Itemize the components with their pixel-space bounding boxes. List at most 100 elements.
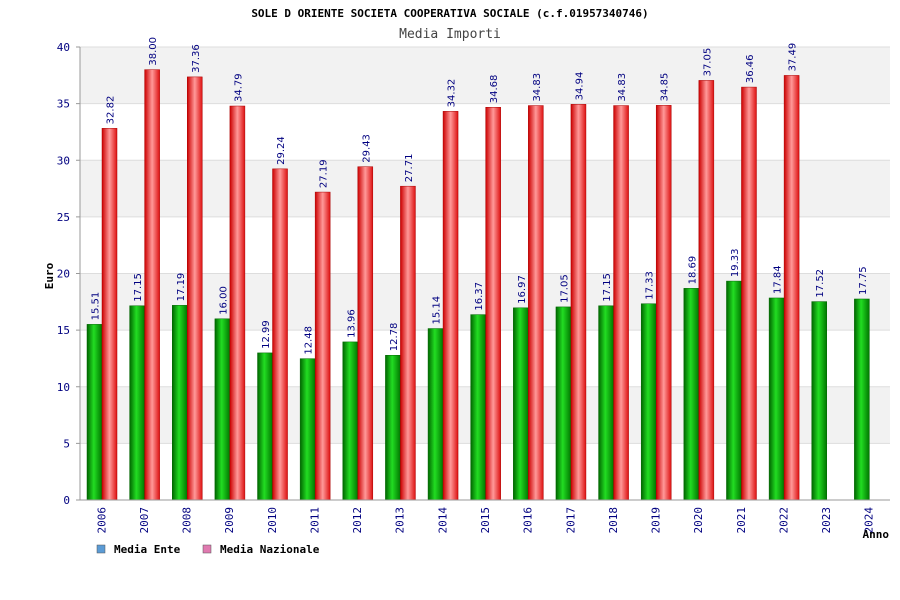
data-label: 37.36 bbox=[191, 44, 202, 73]
data-label: 37.49 bbox=[788, 43, 799, 72]
data-label: 34.83 bbox=[617, 73, 628, 102]
data-label: 34.94 bbox=[574, 72, 585, 101]
bar-media-nazionale-2016 bbox=[528, 105, 544, 501]
data-label: 12.78 bbox=[389, 323, 400, 352]
bar-media-nazionale-2009 bbox=[229, 105, 246, 501]
data-label: 29.24 bbox=[276, 136, 287, 165]
x-tick-label: 2010 bbox=[266, 507, 279, 534]
bar-media-nazionale-2019 bbox=[655, 105, 672, 501]
data-label: 32.82 bbox=[106, 96, 117, 125]
data-label: 34.79 bbox=[233, 73, 244, 102]
x-axis-label: Anno bbox=[863, 528, 890, 541]
bar-media-ente-2022 bbox=[768, 297, 785, 501]
data-label: 17.75 bbox=[858, 266, 869, 295]
bar-media-nazionale-2013 bbox=[400, 185, 416, 501]
bar-media-nazionale-2022 bbox=[783, 75, 800, 501]
data-label: 34.68 bbox=[489, 75, 500, 104]
legend-swatch-media-nazionale bbox=[202, 544, 212, 554]
bar-media-ente-2021 bbox=[726, 280, 742, 501]
bar-media-nazionale-2020 bbox=[698, 80, 715, 501]
bar-media-ente-2019 bbox=[640, 303, 657, 501]
x-tick-label: 2007 bbox=[138, 507, 151, 534]
y-tick-label: 10 bbox=[57, 381, 70, 394]
bar-media-ente-2007 bbox=[129, 305, 145, 501]
bar-media-ente-2011 bbox=[299, 358, 316, 501]
bar-media-ente-2014 bbox=[427, 328, 444, 501]
bar-media-ente-2010 bbox=[257, 352, 273, 501]
data-label: 17.84 bbox=[773, 265, 784, 294]
bar-media-nazionale-2008 bbox=[187, 76, 203, 501]
y-tick-label: 15 bbox=[57, 324, 70, 337]
legend: Media Ente Media Nazionale bbox=[96, 543, 320, 556]
x-tick-label: 2006 bbox=[95, 507, 108, 534]
data-label: 16.00 bbox=[218, 286, 229, 315]
y-axis-ticks: 0 5 10 15 20 25 30 35 40 bbox=[57, 41, 80, 507]
x-tick-label: 2009 bbox=[223, 507, 236, 534]
bar-media-nazionale-2007 bbox=[144, 69, 160, 501]
data-label: 15.14 bbox=[432, 296, 443, 325]
x-tick-label: 2023 bbox=[820, 507, 833, 534]
bar-media-ente-2024 bbox=[854, 298, 870, 501]
bar-media-ente-2006 bbox=[86, 324, 103, 501]
x-tick-label: 2011 bbox=[308, 507, 321, 534]
y-tick-label: 20 bbox=[57, 268, 70, 281]
bar-media-ente-2023 bbox=[811, 301, 827, 501]
x-tick-label: 2014 bbox=[436, 507, 449, 534]
x-tick-label: 2020 bbox=[692, 507, 705, 534]
x-tick-label: 2022 bbox=[777, 507, 790, 534]
data-label: 27.71 bbox=[404, 154, 415, 183]
bar-media-nazionale-2011 bbox=[314, 191, 331, 501]
x-tick-label: 2019 bbox=[650, 507, 663, 534]
bar-media-ente-2020 bbox=[683, 288, 700, 501]
bar-media-nazionale-2017 bbox=[570, 104, 587, 501]
data-label: 17.15 bbox=[602, 273, 613, 302]
x-tick-label: 2013 bbox=[394, 507, 407, 534]
x-tick-label: 2024 bbox=[863, 507, 876, 534]
data-label: 17.05 bbox=[559, 274, 570, 303]
y-tick-label: 30 bbox=[57, 154, 70, 167]
chart-subtitle: Media Importi bbox=[399, 27, 501, 42]
bar-media-nazionale-2018 bbox=[613, 105, 629, 501]
bar-media-ente-2017 bbox=[555, 306, 572, 501]
data-label: 15.51 bbox=[91, 292, 102, 321]
bar-media-nazionale-2010 bbox=[272, 168, 288, 501]
data-label: 16.97 bbox=[517, 275, 528, 304]
bar-media-ente-2008 bbox=[172, 305, 188, 501]
bar-media-ente-2018 bbox=[598, 305, 614, 501]
data-label: 19.33 bbox=[730, 248, 741, 277]
data-label: 13.96 bbox=[346, 309, 357, 338]
data-labels: 15.51 32.82 17.15 38.00 17.19 37.36 16.00 34.79… bbox=[91, 37, 869, 355]
data-label: 27.19 bbox=[319, 159, 330, 188]
bar-media-nazionale-2014 bbox=[442, 111, 459, 501]
y-tick-label: 40 bbox=[57, 41, 70, 54]
y-tick-label: 0 bbox=[63, 494, 70, 507]
bar-media-ente-2009 bbox=[214, 318, 231, 501]
data-label: 34.85 bbox=[660, 73, 671, 102]
legend-label-media-nazionale: Media Nazionale bbox=[220, 543, 320, 556]
x-tick-label: 2008 bbox=[181, 507, 194, 534]
data-label: 18.69 bbox=[687, 256, 698, 285]
data-label: 16.37 bbox=[474, 282, 485, 311]
x-tick-label: 2012 bbox=[351, 507, 364, 534]
data-label: 34.32 bbox=[447, 79, 458, 108]
bar-media-nazionale-2006 bbox=[101, 128, 118, 501]
x-tick-label: 2017 bbox=[564, 507, 577, 534]
x-tick-label: 2018 bbox=[607, 507, 620, 534]
data-label: 36.46 bbox=[745, 54, 756, 83]
legend-swatch-media-ente bbox=[96, 544, 106, 554]
data-label: 34.83 bbox=[532, 73, 543, 102]
y-tick-label: 35 bbox=[57, 98, 70, 111]
y-tick-label: 5 bbox=[63, 437, 70, 450]
bar-media-nazionale-2021 bbox=[741, 86, 757, 501]
data-label: 17.52 bbox=[815, 269, 826, 298]
bar-media-ente-2012 bbox=[342, 341, 359, 501]
data-label: 17.15 bbox=[133, 273, 144, 302]
bar-media-nazionale-2015 bbox=[485, 106, 501, 501]
data-label: 17.33 bbox=[645, 271, 656, 300]
x-tick-label: 2015 bbox=[479, 507, 492, 534]
data-label: 12.48 bbox=[304, 326, 315, 355]
data-label: 38.00 bbox=[148, 37, 159, 66]
bar-media-nazionale-2012 bbox=[357, 166, 374, 501]
chart-title: SOLE D ORIENTE SOCIETA COOPERATIVA SOCIA… bbox=[251, 7, 648, 20]
